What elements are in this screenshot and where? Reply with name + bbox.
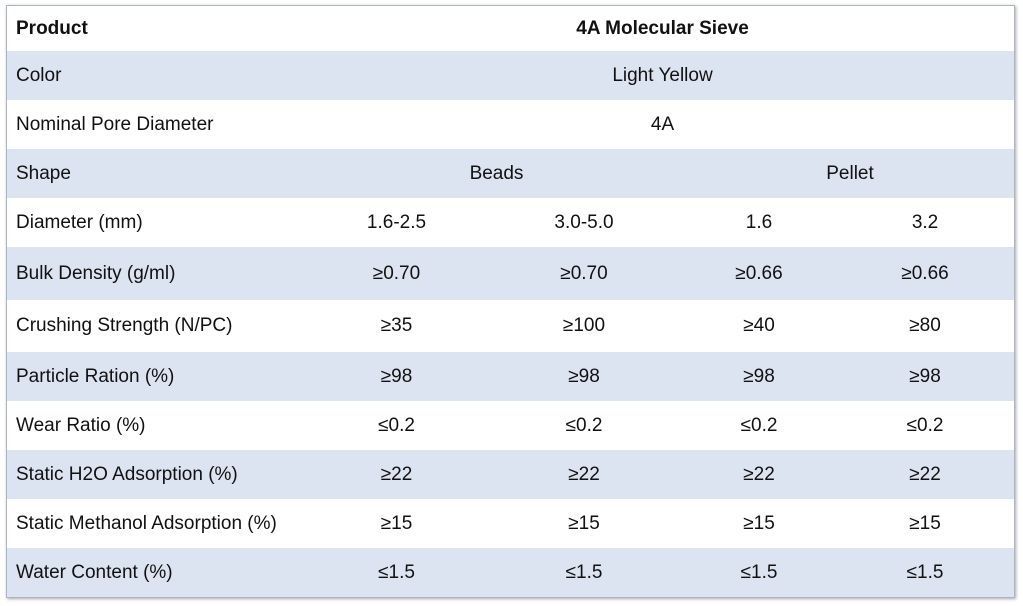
cell-value: ≥98: [684, 352, 834, 401]
cell-value: ≥22: [684, 450, 834, 499]
cell-value: ≤1.5: [684, 548, 834, 597]
row-label: Crushing Strength (N/PC): [7, 300, 309, 352]
cell-value: ≥22: [309, 450, 484, 499]
row-label: Nominal Pore Diameter: [7, 100, 309, 149]
cell-value: ≥0.70: [484, 247, 684, 300]
header-product-name: 4A Molecular Sieve: [309, 6, 1014, 51]
cell-value: ≤0.2: [309, 401, 484, 450]
cell-value: ≥0.66: [684, 247, 834, 300]
cell-value: ≤0.2: [484, 401, 684, 450]
row-value: 4A: [309, 100, 1014, 149]
table-row-shape: Shape Beads Pellet: [7, 149, 1014, 198]
shape-pellet: Pellet: [684, 149, 1014, 198]
cell-value: ≥98: [309, 352, 484, 401]
row-label: Diameter (mm): [7, 198, 309, 247]
cell-value: ≥98: [484, 352, 684, 401]
row-value: Light Yellow: [309, 51, 1014, 100]
table-row-water-content: Water Content (%) ≤1.5 ≤1.5 ≤1.5 ≤1.5: [7, 548, 1014, 597]
cell-value: 3.0-5.0: [484, 198, 684, 247]
table-row-color: Color Light Yellow: [7, 51, 1014, 100]
cell-value: ≤1.5: [834, 548, 1014, 597]
table-row-bulk-density: Bulk Density (g/ml) ≥0.70 ≥0.70 ≥0.66 ≥0…: [7, 247, 1014, 300]
table-row-h2o-adsorption: Static H2O Adsorption (%) ≥22 ≥22 ≥22 ≥2…: [7, 450, 1014, 499]
cell-value: ≥15: [484, 499, 684, 548]
cell-value: 1.6: [684, 198, 834, 247]
row-label: Shape: [7, 149, 309, 198]
cell-value: ≥80: [834, 300, 1014, 352]
cell-value: ≥22: [834, 450, 1014, 499]
row-label: Color: [7, 51, 309, 100]
cell-value: 1.6-2.5: [309, 198, 484, 247]
cell-value: ≥15: [834, 499, 1014, 548]
row-label: Static Methanol Adsorption (%): [7, 499, 309, 548]
table-row-particle-ration: Particle Ration (%) ≥98 ≥98 ≥98 ≥98: [7, 352, 1014, 401]
table-row-pore-diameter: Nominal Pore Diameter 4A: [7, 100, 1014, 149]
cell-value: ≥35: [309, 300, 484, 352]
cell-value: ≤0.2: [834, 401, 1014, 450]
cell-value: ≥15: [684, 499, 834, 548]
cell-value: ≥22: [484, 450, 684, 499]
cell-value: 3.2: [834, 198, 1014, 247]
spec-table: Product 4A Molecular Sieve Color Light Y…: [7, 6, 1014, 597]
shape-beads: Beads: [309, 149, 684, 198]
cell-value: ≥0.70: [309, 247, 484, 300]
cell-value: ≥100: [484, 300, 684, 352]
cell-value: ≥40: [684, 300, 834, 352]
table-row-wear-ratio: Wear Ratio (%) ≤0.2 ≤0.2 ≤0.2 ≤0.2: [7, 401, 1014, 450]
row-label: Particle Ration (%): [7, 352, 309, 401]
cell-value: ≤1.5: [484, 548, 684, 597]
table-row-methanol-adsorption: Static Methanol Adsorption (%) ≥15 ≥15 ≥…: [7, 499, 1014, 548]
header-label: Product: [7, 6, 309, 51]
spec-table-container: Product 4A Molecular Sieve Color Light Y…: [6, 5, 1015, 598]
row-label: Wear Ratio (%): [7, 401, 309, 450]
row-label: Static H2O Adsorption (%): [7, 450, 309, 499]
cell-value: ≥0.66: [834, 247, 1014, 300]
table-row-diameter: Diameter (mm) 1.6-2.5 3.0-5.0 1.6 3.2: [7, 198, 1014, 247]
cell-value: ≥15: [309, 499, 484, 548]
table-header-row: Product 4A Molecular Sieve: [7, 6, 1014, 51]
row-label: Water Content (%): [7, 548, 309, 597]
row-label: Bulk Density (g/ml): [7, 247, 309, 300]
cell-value: ≤1.5: [309, 548, 484, 597]
cell-value: ≤0.2: [684, 401, 834, 450]
cell-value: ≥98: [834, 352, 1014, 401]
table-row-crushing-strength: Crushing Strength (N/PC) ≥35 ≥100 ≥40 ≥8…: [7, 300, 1014, 352]
